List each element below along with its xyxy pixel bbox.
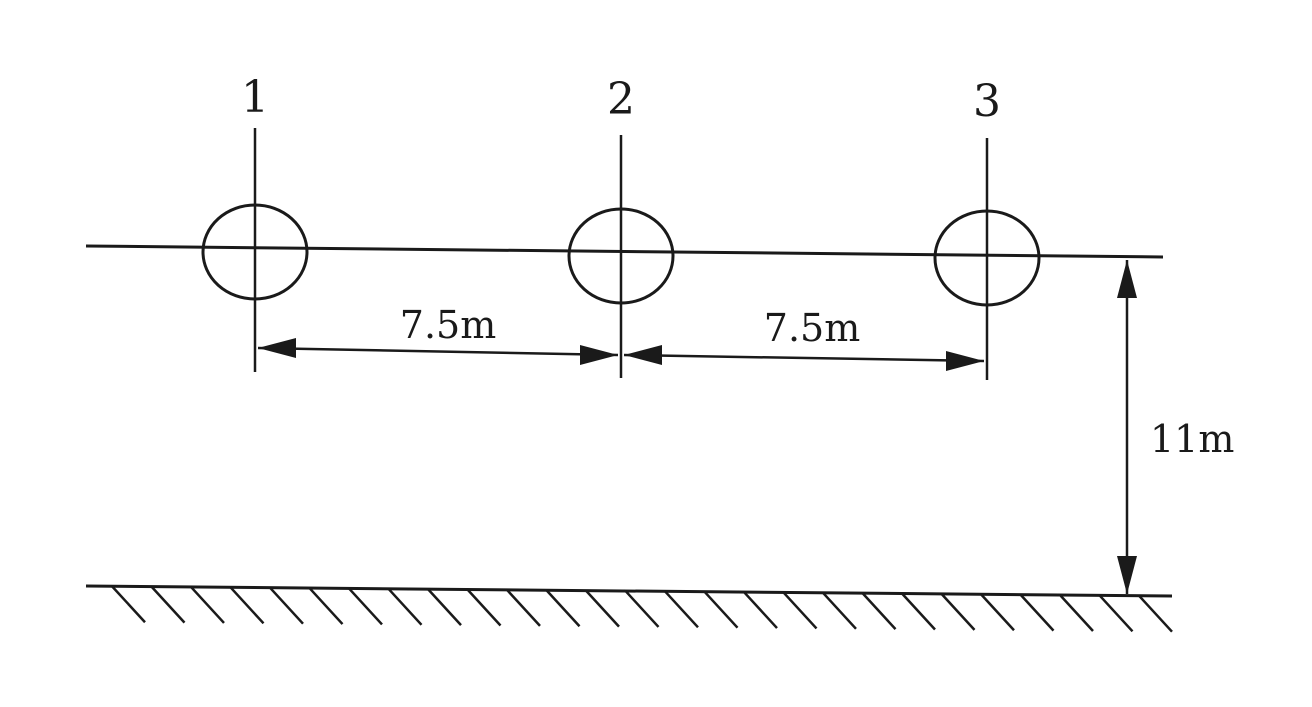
arrowhead-right-icon (946, 351, 984, 371)
conductor-3-circle (933, 209, 1041, 307)
arrowhead-left-icon (258, 338, 296, 358)
dimension-spacing-2-3: 7.5m (623, 306, 985, 371)
hatch-mark (308, 587, 344, 625)
hatch-mark (348, 587, 383, 626)
spacing-1-2-label: 7.5m (400, 303, 496, 347)
hatch-mark (624, 590, 660, 628)
hatch-mark (150, 585, 186, 624)
dimension-line-1-2 (257, 346, 619, 357)
hatch-mark (466, 588, 502, 627)
hatch-mark (229, 586, 265, 625)
ground (85, 584, 1173, 633)
hatch-mark (190, 586, 225, 624)
arrowhead-up-icon (1117, 260, 1137, 298)
hatch-mark (861, 592, 897, 630)
ground-hatching (111, 585, 1173, 633)
hatch-mark (703, 590, 739, 629)
height-label: 11m (1150, 417, 1234, 461)
hatch-mark (545, 589, 581, 628)
hatch-mark (743, 591, 778, 629)
hatch-mark (387, 587, 423, 626)
hatch-mark (1019, 593, 1055, 632)
dimension-line-2-3 (623, 353, 985, 363)
hatch-mark (822, 591, 857, 630)
conductor-2: 2 (567, 74, 675, 378)
conductor-2-label: 2 (607, 74, 635, 125)
hatch-mark (269, 586, 304, 625)
hatch-mark (111, 585, 146, 624)
hatch-mark (1138, 594, 1173, 633)
hatch-mark (940, 593, 976, 631)
conductor-1-label: 1 (241, 72, 269, 123)
hatch-mark (1098, 594, 1134, 633)
conductor-1: 1 (201, 72, 309, 372)
conductor-3: 3 (933, 76, 1041, 380)
conductor-level-line (85, 244, 1164, 259)
hatch-mark (585, 589, 620, 628)
conductor-3-label: 3 (973, 76, 1001, 127)
spacing-2-3-label: 7.5m (764, 306, 860, 350)
conductor-1-circle (201, 203, 309, 301)
dimension-height: 11m (1117, 260, 1234, 594)
arrowhead-right-icon (580, 345, 618, 365)
hatch-mark (1059, 594, 1094, 632)
hatch-mark (664, 590, 699, 629)
dimension-spacing-1-2: 7.5m (257, 303, 619, 365)
conductor-2-circle (567, 207, 675, 305)
hatch-mark (901, 592, 936, 631)
arrowhead-left-icon (624, 345, 662, 365)
ground-line (85, 584, 1173, 598)
hatch-mark (506, 589, 541, 627)
hatch-mark (980, 593, 1015, 632)
hatch-mark (782, 591, 818, 630)
arrowhead-down-icon (1117, 556, 1137, 594)
hatch-mark (427, 588, 462, 626)
